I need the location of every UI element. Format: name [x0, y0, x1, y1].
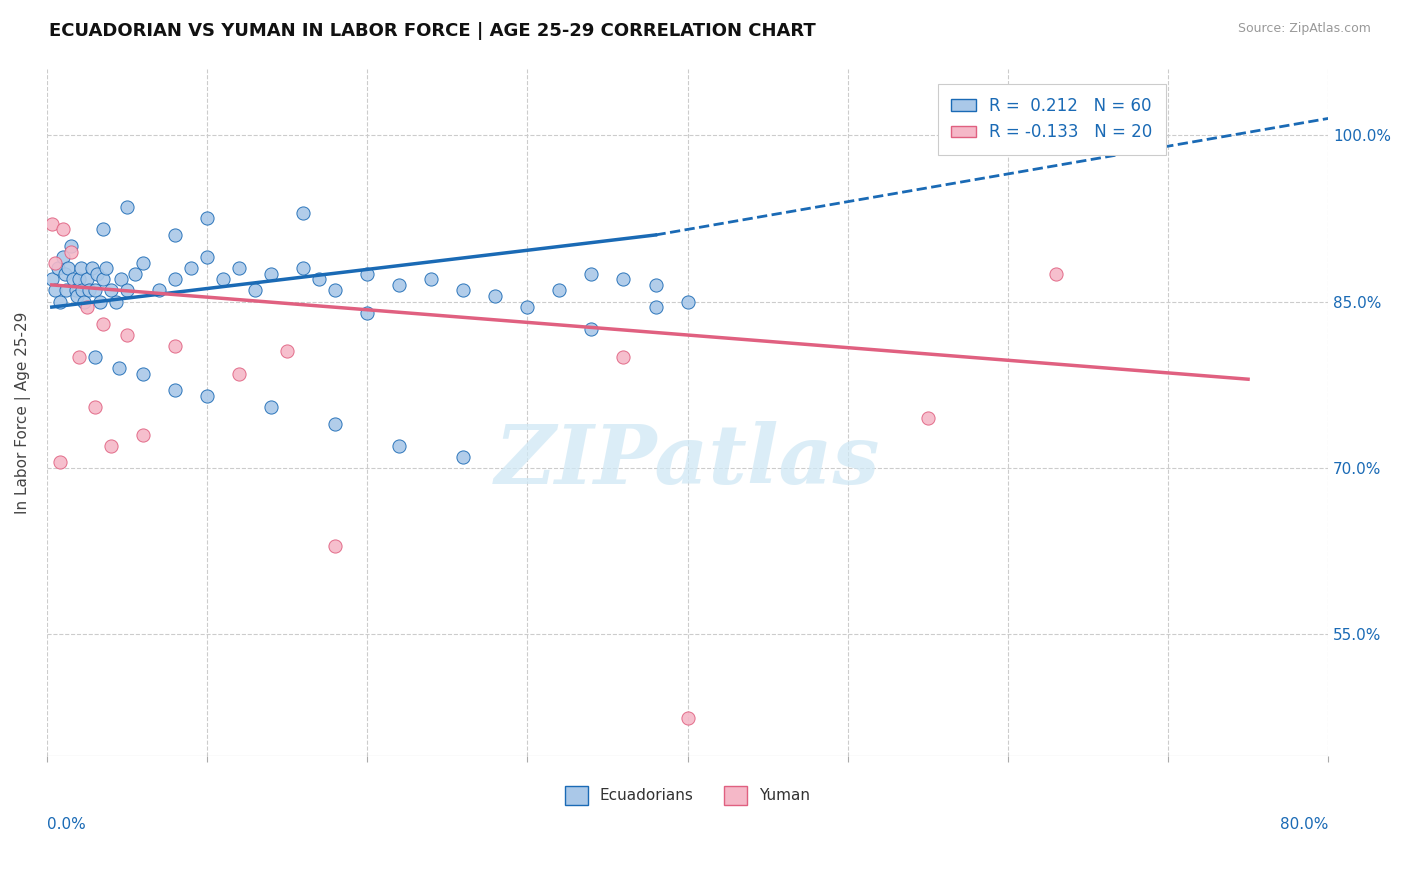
Point [84, 400, 107, 414]
Point [91, 317, 114, 331]
Point [115, 200, 138, 214]
Point [292, 206, 315, 220]
Legend: Ecuadorians, Yuman: Ecuadorians, Yuman [558, 780, 817, 811]
Point [195, 389, 218, 403]
Point [80, 261, 103, 276]
Point [77, 284, 100, 298]
Point [86, 267, 108, 281]
Point [41, 217, 63, 231]
Point [165, 227, 187, 242]
Point [195, 250, 218, 264]
Point [59, 239, 82, 253]
Point [420, 272, 443, 286]
Point [612, 272, 634, 286]
Point [644, 277, 666, 292]
Text: 0.0%: 0.0% [46, 817, 86, 832]
Point [70, 284, 93, 298]
Point [388, 439, 411, 453]
Point [91, 222, 114, 236]
Point [453, 284, 475, 298]
Text: 80.0%: 80.0% [1279, 817, 1329, 832]
Point [180, 261, 202, 276]
Point [356, 267, 378, 281]
Point [56, 261, 79, 276]
Point [276, 344, 298, 359]
Point [165, 384, 187, 398]
Point [132, 367, 155, 381]
Point [104, 294, 127, 309]
Point [581, 322, 603, 336]
Text: Source: ZipAtlas.com: Source: ZipAtlas.com [1237, 22, 1371, 36]
Point [46, 261, 69, 276]
Point [53, 267, 76, 281]
Point [132, 427, 155, 442]
Point [581, 267, 603, 281]
Point [76, 300, 98, 314]
Point [195, 211, 218, 226]
Point [55, 284, 77, 298]
Point [89, 294, 111, 309]
Point [76, 272, 98, 286]
Point [100, 284, 122, 298]
Point [165, 339, 187, 353]
Point [356, 305, 378, 319]
Point [323, 539, 346, 553]
Point [165, 272, 187, 286]
Point [115, 284, 138, 298]
Point [44, 256, 66, 270]
Point [243, 284, 266, 298]
Point [110, 272, 132, 286]
Point [612, 350, 634, 364]
Point [644, 300, 666, 314]
Point [73, 294, 96, 309]
Point [69, 261, 91, 276]
Point [388, 277, 411, 292]
Point [676, 294, 699, 309]
Point [49, 294, 72, 309]
Point [260, 267, 283, 281]
Point [41, 272, 63, 286]
Point [132, 256, 155, 270]
Point [228, 367, 250, 381]
Point [108, 361, 131, 376]
Point [84, 284, 107, 298]
Point [124, 267, 146, 281]
Point [917, 411, 939, 425]
Point [484, 289, 506, 303]
Point [44, 284, 66, 298]
Point [308, 272, 330, 286]
Point [100, 439, 122, 453]
Point [52, 250, 75, 264]
Point [1045, 267, 1067, 281]
Point [96, 261, 118, 276]
Point [59, 244, 82, 259]
Point [323, 417, 346, 431]
Point [66, 289, 89, 303]
Point [115, 327, 138, 342]
Point [65, 284, 87, 298]
Text: ECUADORIAN VS YUMAN IN LABOR FORCE | AGE 25-29 CORRELATION CHART: ECUADORIAN VS YUMAN IN LABOR FORCE | AGE… [49, 22, 815, 40]
Point [67, 350, 90, 364]
Point [260, 400, 283, 414]
Point [323, 284, 346, 298]
Point [292, 261, 315, 276]
Point [49, 455, 72, 469]
Text: ZIPatlas: ZIPatlas [495, 421, 880, 500]
Point [67, 272, 90, 286]
Point [676, 711, 699, 725]
Point [52, 222, 75, 236]
Point [548, 284, 571, 298]
Point [212, 272, 235, 286]
Point [148, 284, 170, 298]
Point [453, 450, 475, 464]
Point [516, 300, 538, 314]
Point [91, 272, 114, 286]
Point [84, 350, 107, 364]
Point [62, 272, 84, 286]
Point [228, 261, 250, 276]
Y-axis label: In Labor Force | Age 25-29: In Labor Force | Age 25-29 [15, 311, 31, 514]
